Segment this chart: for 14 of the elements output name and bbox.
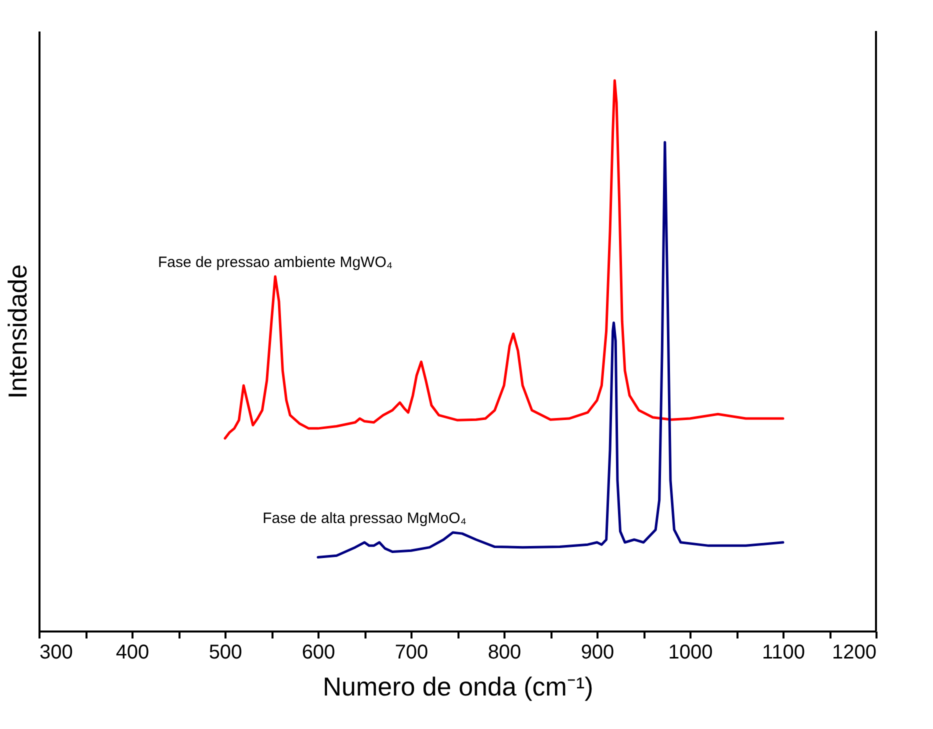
x-tick-label: 800 [488, 642, 522, 664]
x-tick-label: 1200 [832, 642, 876, 664]
x-tick-label: 1000 [668, 642, 713, 664]
x-axis-title: Numero de onda (cm⁻¹) [322, 672, 594, 702]
x-tick-label: 500 [208, 642, 242, 664]
x-tick-label: 900 [580, 642, 614, 664]
x-tick-label: 400 [116, 642, 150, 664]
x-tick-label: 600 [302, 642, 336, 664]
x-tick-label: 1100 [762, 642, 806, 664]
series-label: Fase de pressao ambiente MgWO₄ [158, 254, 392, 271]
y-axis-title: Intensidade [2, 264, 32, 399]
series-label: Fase de alta pressao MgMoO₄ [262, 510, 466, 527]
x-tick-label: 700 [394, 642, 428, 664]
x-tick-label: 300 [40, 642, 73, 664]
